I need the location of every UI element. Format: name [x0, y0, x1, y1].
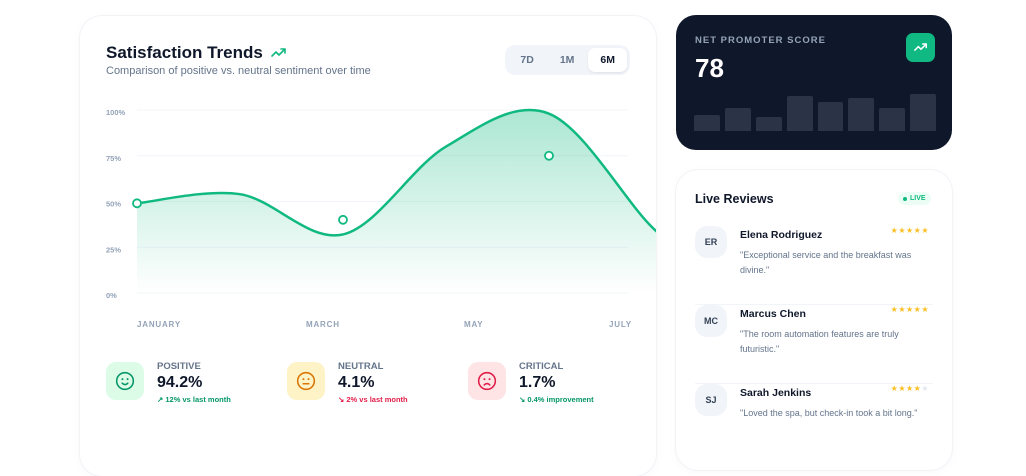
star-icon: ★ — [890, 305, 899, 314]
x-tick-label: MAY — [464, 320, 483, 329]
star-icon: ★ — [913, 305, 922, 314]
avatar: ER — [695, 226, 727, 258]
nps-value: 78 — [695, 53, 724, 83]
nps-bar — [694, 115, 720, 131]
star-icon: ★ — [890, 384, 899, 393]
stat-icon-box — [106, 362, 144, 400]
series-line — [136, 108, 656, 237]
reviews-title: Live Reviews — [695, 192, 774, 206]
stat-change: ↘ 0.4% improvement — [519, 395, 594, 404]
stat-change: ↘ 2% vs last month — [338, 395, 408, 404]
star-icon: ★ — [898, 384, 906, 393]
smile-icon — [115, 371, 135, 391]
range-6m-button[interactable]: 6M — [588, 48, 627, 72]
frown-icon — [477, 371, 497, 391]
reviewer-name: Elena Rodriguez — [740, 229, 823, 241]
range-1m-button[interactable]: 1M — [559, 54, 575, 66]
star-icon: ★ — [913, 226, 922, 235]
range-7d-button[interactable]: 7D — [520, 54, 534, 66]
nps-bar — [817, 101, 844, 131]
star-icon: ★ — [898, 305, 906, 314]
x-tick-label: JULY — [609, 320, 632, 329]
live-reviews-card: Live Reviews LIVE ER Elena Rodriguez ★★★★★… — [676, 170, 952, 470]
review-item[interactable]: SJ Sarah Jenkins ★★★★★ "Loved the spa, but … — [695, 384, 933, 463]
stat-neutral: NEUTRAL 4.1% ↘ 2% vs last month — [287, 361, 408, 404]
range-selector: 7D 1M 6M — [505, 45, 630, 75]
star-rating: ★★★★★ — [891, 226, 929, 235]
y-tick-label: 25% — [106, 245, 121, 254]
card-subtitle: Comparison of positive vs. neutral senti… — [106, 65, 371, 77]
stat-change: ↗ 12% vs last month — [157, 395, 231, 404]
star-rating: ★★★★★ — [891, 305, 929, 314]
stat-icon-box — [468, 362, 506, 400]
area-fill — [137, 109, 656, 293]
stat-value: 1.7% — [519, 374, 556, 391]
star-icon: ★ — [913, 384, 922, 393]
stat-critical: CRITICAL 1.7% ↘ 0.4% improvement — [468, 361, 594, 404]
stat-value: 94.2% — [157, 374, 203, 391]
satisfaction-trends-card: Satisfaction Trends Comparison of positi… — [80, 16, 656, 476]
x-tick-label: JANUARY — [137, 320, 181, 329]
live-badge: LIVE — [898, 192, 931, 205]
star-icon: ★ — [905, 305, 914, 314]
nps-label: NET PROMOTER SCORE — [695, 35, 826, 46]
star-icon: ★ — [921, 384, 929, 393]
nps-bar — [879, 107, 906, 131]
x-tick-label: MARCH — [306, 320, 340, 329]
nps-bar — [910, 94, 936, 131]
y-tick-label: 100% — [106, 108, 126, 117]
stat-label: CRITICAL — [519, 361, 564, 372]
star-icon: ★ — [905, 226, 914, 235]
stat-icon-box — [287, 362, 325, 400]
trend-chart: 100% 75% 50% 25% 0% JANUARY MARCH MAY JULY — [106, 108, 656, 329]
avatar: MC — [695, 305, 727, 337]
trending-up-icon — [906, 33, 935, 62]
review-item[interactable]: MC Marcus Chen ★★★★★ "The room automation f… — [695, 305, 933, 384]
review-item[interactable]: ER Elena Rodriguez ★★★★★ "Exceptional servi… — [695, 226, 933, 305]
review-text: "Loved the spa, but check-in took a bit … — [740, 408, 918, 418]
nps-bar — [786, 96, 813, 131]
star-icon: ★ — [890, 226, 899, 235]
nps-bar — [848, 98, 875, 131]
star-icon: ★ — [921, 305, 929, 314]
trending-up-icon — [271, 48, 286, 57]
stat-value: 4.1% — [338, 374, 375, 391]
card-title: Satisfaction Trends — [106, 43, 287, 63]
reviewer-name: Sarah Jenkins — [740, 387, 812, 399]
stat-positive: POSITIVE 94.2% ↗ 12% vs last month — [106, 361, 231, 404]
title-text: Satisfaction Trends — [106, 43, 263, 62]
neutral-face-icon — [296, 371, 316, 391]
y-tick-label: 0% — [106, 291, 117, 300]
stat-label: NEUTRAL — [338, 361, 384, 372]
star-icon: ★ — [921, 226, 929, 235]
star-icon: ★ — [905, 384, 914, 393]
live-badge-text: LIVE — [910, 195, 926, 202]
data-point — [132, 198, 142, 209]
star-icon: ★ — [898, 226, 906, 235]
data-point — [544, 150, 554, 161]
review-text: "The room automation features are truly … — [740, 329, 899, 354]
reviewer-name: Marcus Chen — [740, 308, 806, 320]
review-text: "Exceptional service and the breakfast w… — [740, 250, 912, 275]
avatar: SJ — [695, 384, 727, 416]
nps-bar — [724, 107, 751, 131]
stat-label: POSITIVE — [157, 361, 201, 372]
nps-bar-chart — [694, 94, 936, 131]
live-dot-icon — [903, 196, 907, 201]
data-point — [338, 214, 348, 225]
y-tick-label: 50% — [106, 200, 121, 209]
nps-card: NET PROMOTER SCORE 78 — [676, 15, 952, 150]
star-rating: ★★★★★ — [891, 384, 929, 393]
y-tick-label: 75% — [106, 154, 121, 163]
nps-bar — [755, 117, 782, 131]
